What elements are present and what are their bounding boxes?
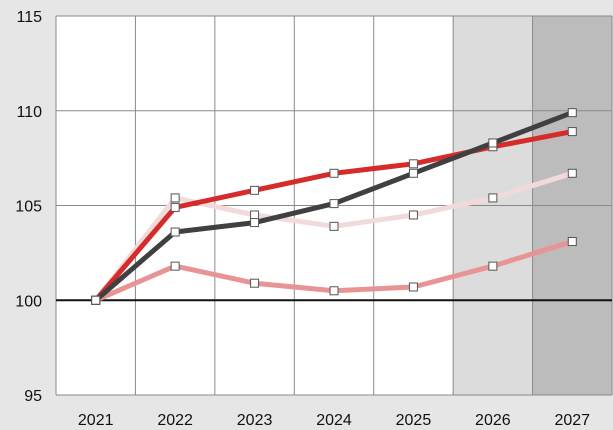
series-3-point <box>170 193 180 203</box>
series-2-point <box>170 227 180 237</box>
series-1-point <box>250 185 260 195</box>
series-3-point <box>488 193 498 203</box>
x-tick-label: 2023 <box>237 412 273 429</box>
x-tick-label: 2025 <box>396 412 432 429</box>
series-1-point <box>329 168 339 178</box>
series-2-point <box>488 138 498 148</box>
series-2-point <box>567 108 577 118</box>
y-axis-tick-labels: 95 100 105 110 115 <box>15 9 42 405</box>
series-4-point <box>250 278 260 288</box>
y-tick-label: 110 <box>16 104 42 121</box>
series-3-point <box>329 221 339 231</box>
series-3-point <box>250 210 260 220</box>
series-1-point <box>170 202 180 212</box>
series-4-point <box>567 237 577 247</box>
series-2-point <box>408 168 418 178</box>
series-3-point <box>567 168 577 178</box>
series-2-point <box>91 295 101 305</box>
series-2-point <box>329 199 339 209</box>
x-axis-tick-labels: 2021 2022 2023 2024 2025 2026 2027 <box>78 412 590 429</box>
series-3-point <box>408 210 418 220</box>
y-tick-label: 95 <box>24 388 42 405</box>
x-tick-label: 2021 <box>78 412 114 429</box>
series-1-point <box>567 127 577 137</box>
x-tick-label: 2022 <box>157 412 193 429</box>
y-tick-label: 105 <box>15 199 42 216</box>
series-markers <box>91 108 577 305</box>
x-tick-label: 2027 <box>554 412 590 429</box>
series-4-point <box>408 282 418 292</box>
y-tick-label: 115 <box>16 9 42 26</box>
series-4-point <box>488 261 498 271</box>
x-tick-label: 2026 <box>475 412 511 429</box>
x-tick-label: 2024 <box>316 412 352 429</box>
series-2-point <box>250 218 260 228</box>
series-4-point <box>170 261 180 271</box>
series-4-point <box>329 286 339 296</box>
y-tick-label: 100 <box>15 293 42 310</box>
series-1-point <box>408 159 418 169</box>
